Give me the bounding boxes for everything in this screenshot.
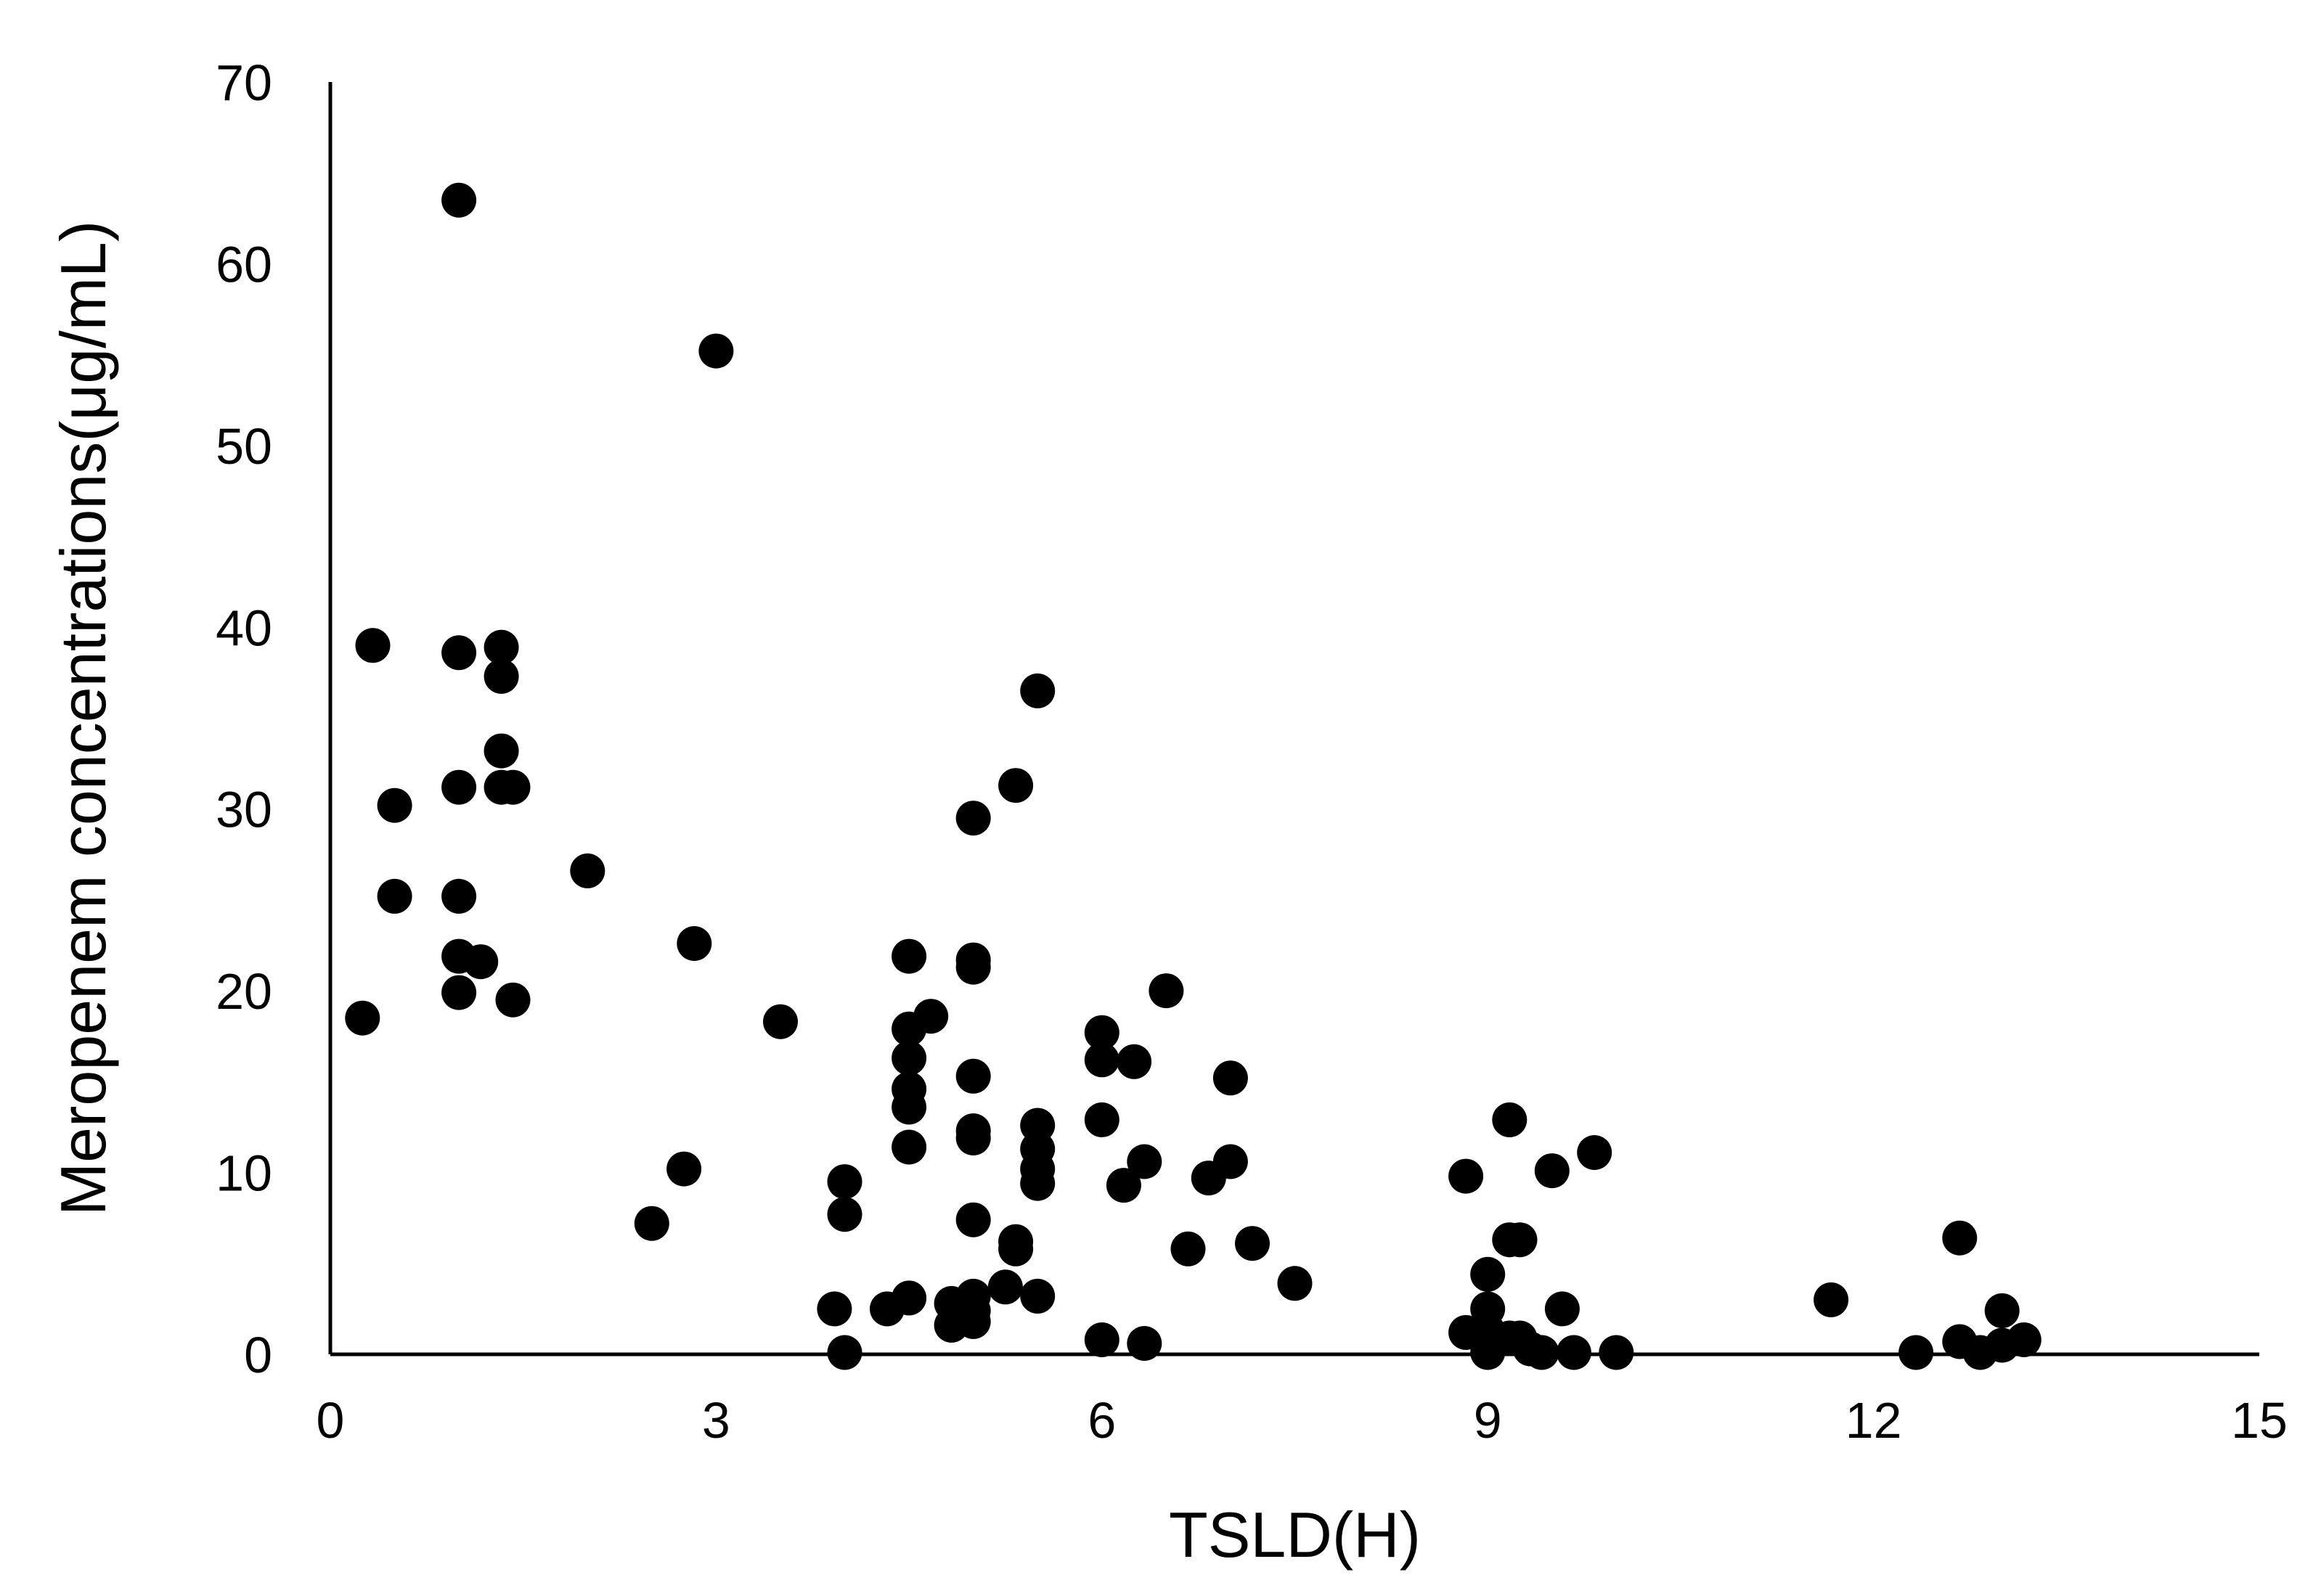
data-point	[955, 1202, 991, 1237]
data-point	[1212, 1144, 1248, 1179]
data-point	[892, 1040, 927, 1076]
data-point	[1117, 1044, 1152, 1079]
data-point	[1942, 1220, 1978, 1256]
data-point	[1020, 1278, 1056, 1314]
data-point	[484, 658, 519, 694]
data-point	[827, 1335, 862, 1370]
plot-area: 0 10 20 30 40 50 60 70 0 3 6 9 12 15	[216, 54, 2288, 1449]
data-point	[892, 1129, 927, 1165]
data-point	[892, 938, 927, 974]
data-point	[1492, 1102, 1527, 1137]
data-point	[2006, 1322, 2041, 1357]
data-point	[892, 1089, 927, 1125]
data-point	[763, 1004, 798, 1039]
data-point	[1814, 1282, 1849, 1317]
data-point	[1212, 1060, 1248, 1096]
data-point	[377, 878, 412, 914]
y-tick-label: 10	[216, 1145, 272, 1202]
y-tick-label: 70	[216, 54, 272, 111]
data-point	[1149, 973, 1184, 1009]
data-point	[1556, 1335, 1591, 1370]
data-point	[1084, 1015, 1119, 1050]
data-point	[441, 975, 477, 1010]
data-point	[1984, 1293, 2020, 1328]
data-point	[1277, 1266, 1313, 1301]
data-point	[1084, 1042, 1119, 1078]
data-point	[1470, 1256, 1506, 1292]
data-point	[677, 926, 712, 961]
data-point	[1448, 1158, 1484, 1194]
x-tick-label: 3	[702, 1392, 730, 1449]
data-point	[666, 1151, 702, 1187]
data-point	[495, 982, 531, 1018]
data-point	[355, 628, 391, 663]
y-tick-label: 60	[216, 236, 272, 292]
data-point	[570, 853, 605, 888]
data-point	[955, 1058, 991, 1094]
data-points	[345, 182, 2041, 1370]
y-tick-labels: 0 10 20 30 40 50 60 70	[216, 54, 272, 1383]
data-point	[1170, 1231, 1206, 1266]
y-tick-label: 20	[216, 963, 272, 1020]
data-point	[1599, 1335, 1634, 1370]
y-tick-label: 0	[244, 1327, 272, 1383]
data-point	[441, 635, 477, 671]
data-point	[1127, 1326, 1162, 1361]
data-point	[955, 1304, 991, 1339]
data-point	[484, 733, 519, 769]
data-point	[1577, 1135, 1612, 1170]
y-axis-title: Meropenem concentrations(μg/mL)	[47, 221, 119, 1216]
data-point	[892, 1280, 927, 1316]
data-point	[955, 801, 991, 836]
data-point	[1524, 1335, 1559, 1370]
data-point	[1127, 1144, 1162, 1179]
y-tick-label: 50	[216, 418, 272, 475]
data-point	[441, 769, 477, 805]
x-tick-label: 0	[317, 1392, 345, 1449]
x-tick-label: 12	[1845, 1392, 1902, 1449]
data-point	[441, 878, 477, 914]
data-point	[1084, 1102, 1119, 1137]
data-point	[1502, 1222, 1538, 1258]
data-point	[1106, 1168, 1141, 1203]
data-point	[817, 1291, 852, 1327]
data-point	[463, 944, 499, 980]
data-point	[495, 769, 531, 805]
data-point	[634, 1206, 669, 1241]
x-tick-label: 6	[1088, 1392, 1116, 1449]
data-point	[955, 1121, 991, 1155]
data-point	[1084, 1322, 1119, 1357]
data-point	[377, 787, 412, 823]
data-point	[1544, 1291, 1580, 1327]
data-point	[998, 768, 1034, 803]
x-tick-labels: 0 3 6 9 12 15	[317, 1392, 2288, 1449]
data-point	[484, 629, 519, 665]
data-point	[913, 999, 949, 1034]
x-axis-title: TSLD(H)	[1169, 1499, 1421, 1571]
data-point	[441, 182, 477, 218]
data-point	[1534, 1153, 1570, 1189]
y-tick-label: 30	[216, 782, 272, 838]
y-tick-label: 40	[216, 599, 272, 656]
data-point	[827, 1197, 862, 1232]
data-point	[345, 1000, 380, 1036]
data-point	[827, 1164, 862, 1200]
data-point	[1235, 1226, 1270, 1261]
data-point	[1020, 673, 1056, 708]
data-point	[987, 1269, 1023, 1305]
data-point	[1898, 1335, 1934, 1370]
data-point	[698, 333, 734, 369]
x-tick-label: 15	[2231, 1392, 2288, 1449]
data-point	[998, 1231, 1034, 1266]
data-point	[1020, 1166, 1056, 1201]
data-point	[955, 949, 991, 985]
x-tick-label: 9	[1474, 1392, 1502, 1449]
